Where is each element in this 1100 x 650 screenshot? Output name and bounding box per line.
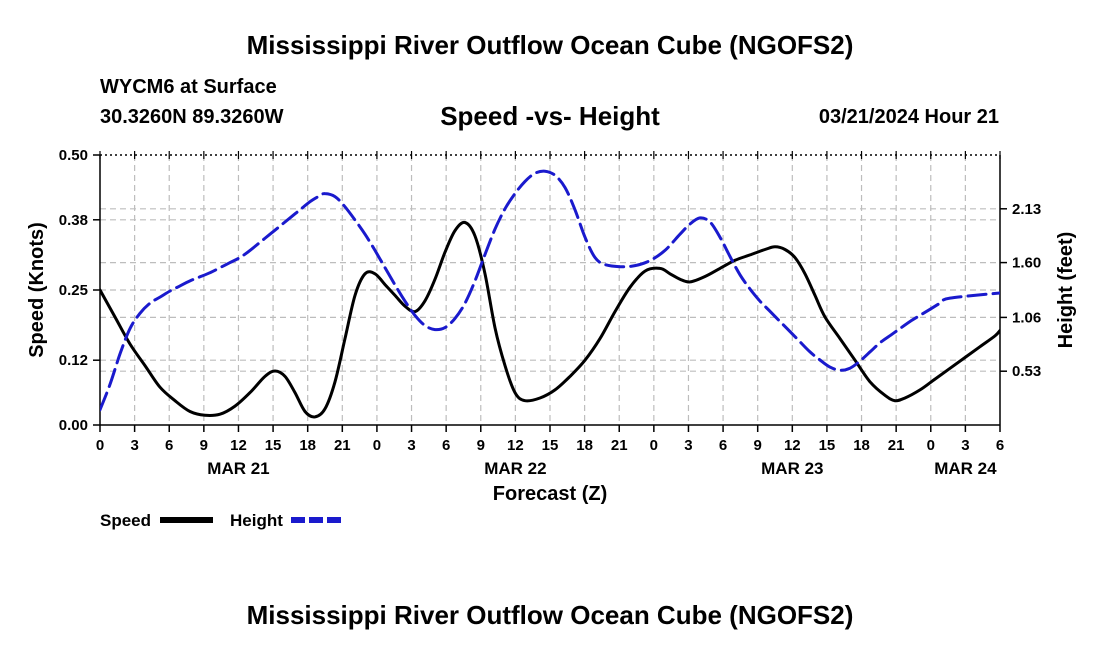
x-tick-label: 6 [996,437,1004,454]
x-tick-label: 21 [611,437,628,454]
datetime-label: 03/21/2024 Hour 21 [818,106,999,128]
x-tick-label: 3 [961,437,969,454]
y-tick-label-right: 1.06 [1012,309,1041,326]
main-title: Mississippi River Outflow Ocean Cube (NG… [246,30,854,60]
x-tick-label: 3 [407,437,415,454]
y-tick-label-left: 0.38 [59,212,88,229]
x-tick-label: 21 [334,437,351,454]
chart-subtitle: Speed -vs- Height [440,101,660,131]
x-tick-label: 18 [576,437,593,454]
x-axis-title: Forecast (Z) [493,483,607,505]
x-tick-label: 18 [299,437,316,454]
y-tick-label-right: 0.53 [1012,363,1041,380]
x-tick-label: 0 [650,437,658,454]
x-tick-label: 3 [684,437,692,454]
x-tick-label: 12 [784,437,801,454]
y-tick-label-right: 2.13 [1012,201,1041,218]
x-tick-label: 15 [819,437,836,454]
series-line-height [100,169,1000,412]
y-tick-label-left: 0.25 [59,282,88,299]
x-tick-label: 0 [927,437,935,454]
y-tick-label-left: 0.12 [59,352,88,369]
day-label: MAR 22 [484,459,546,478]
x-tick-label: 6 [442,437,450,454]
x-tick-label: 6 [165,437,173,454]
y-tick-label-right: 1.60 [1012,255,1041,272]
x-tick-label: 9 [754,437,762,454]
x-tick-label: 6 [719,437,727,454]
x-tick-label: 9 [477,437,485,454]
x-tick-label: 12 [507,437,524,454]
x-tick-label: 21 [888,437,905,454]
y-axis-title-left: Speed (Knots) [26,222,48,358]
x-tick-label: 0 [373,437,381,454]
x-tick-label: 3 [130,437,138,454]
y-axis-title-right: Height (feet) [1055,232,1077,349]
legend-label-height: Height [230,511,283,530]
day-label: MAR 21 [207,459,269,478]
day-label: MAR 23 [761,459,823,478]
day-label: MAR 24 [934,459,997,478]
x-tick-label: 12 [230,437,247,454]
location-label: 30.3260N 89.3260W [100,106,284,128]
x-tick-label: 18 [853,437,870,454]
y-tick-label-left: 0.00 [59,417,88,434]
x-tick-label: 9 [200,437,208,454]
station-label: WYCM6 at Surface [100,76,277,98]
footer-title: Mississippi River Outflow Ocean Cube (NG… [246,600,854,630]
y-tick-label-left: 0.50 [59,147,88,164]
x-tick-label: 0 [96,437,104,454]
series-line-speed [100,220,1000,419]
x-tick-label: 15 [265,437,282,454]
x-tick-label: 15 [542,437,559,454]
legend-label-speed: Speed [100,511,151,530]
